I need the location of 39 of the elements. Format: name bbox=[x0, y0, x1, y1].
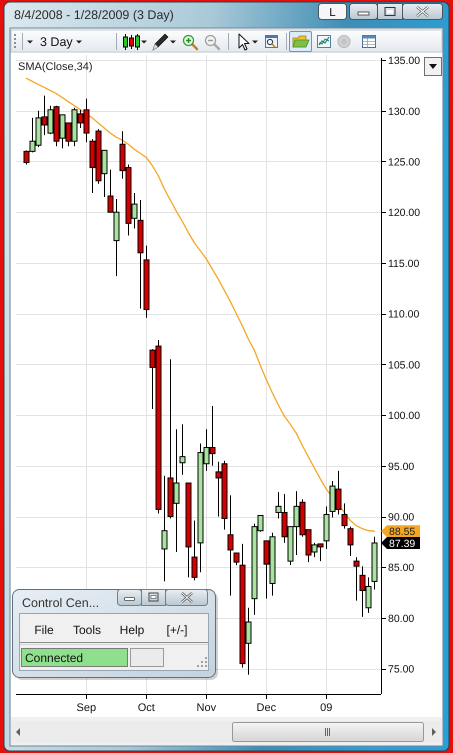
y-tick-label: 130.00 bbox=[388, 106, 420, 118]
annotation: 87.39 bbox=[389, 538, 416, 550]
x-tick-label: Oct bbox=[138, 702, 155, 714]
candlestick bbox=[228, 494, 234, 596]
annotation: Connected bbox=[25, 651, 84, 665]
y-tick-label: 115.00 bbox=[388, 258, 420, 270]
series-label: SMA(Close,34) bbox=[18, 61, 93, 73]
candlestick bbox=[348, 526, 354, 557]
text: 3 Day bbox=[40, 35, 74, 49]
y-tick-label: 75.00 bbox=[388, 664, 414, 676]
y-tick-label: 125.00 bbox=[388, 156, 420, 168]
candlestick bbox=[342, 502, 348, 530]
candlestick bbox=[192, 520, 198, 581]
y-tick-label: 90.00 bbox=[388, 512, 414, 524]
text: L bbox=[329, 7, 336, 19]
annotation: Control Cen... bbox=[22, 596, 100, 610]
data-label: 88.55 bbox=[389, 526, 416, 538]
y-tick-label: 85.00 bbox=[388, 562, 414, 574]
candlestick bbox=[354, 556, 360, 602]
x-tick-label: Dec bbox=[256, 702, 277, 714]
y-tick-label: 135.00 bbox=[388, 55, 420, 68]
y-tick-label: 100.00 bbox=[388, 410, 420, 422]
annotation: Tools bbox=[72, 623, 102, 637]
candlestick bbox=[180, 424, 186, 476]
y-tick-label: 95.00 bbox=[388, 460, 414, 473]
candlestick bbox=[234, 552, 240, 566]
candlestick bbox=[162, 475, 168, 582]
y-tick-label: 110.00 bbox=[388, 308, 420, 321]
x-tick-label: Nov bbox=[196, 702, 217, 714]
annotation: [+/-] bbox=[166, 623, 188, 637]
y-tick-label: 105.00 bbox=[388, 359, 420, 372]
chart-title: 8/4/2008 - 1/28/2009 (3 Day) bbox=[14, 8, 174, 22]
line-series bbox=[26, 78, 375, 532]
annotation: File bbox=[34, 623, 54, 637]
x-tick-label: 09 bbox=[320, 702, 332, 714]
annotation: Help bbox=[120, 623, 145, 637]
y-tick-label: 80.00 bbox=[388, 612, 414, 625]
x-tick-label: Sep bbox=[76, 702, 96, 714]
y-tick-label: 120.00 bbox=[388, 207, 420, 220]
